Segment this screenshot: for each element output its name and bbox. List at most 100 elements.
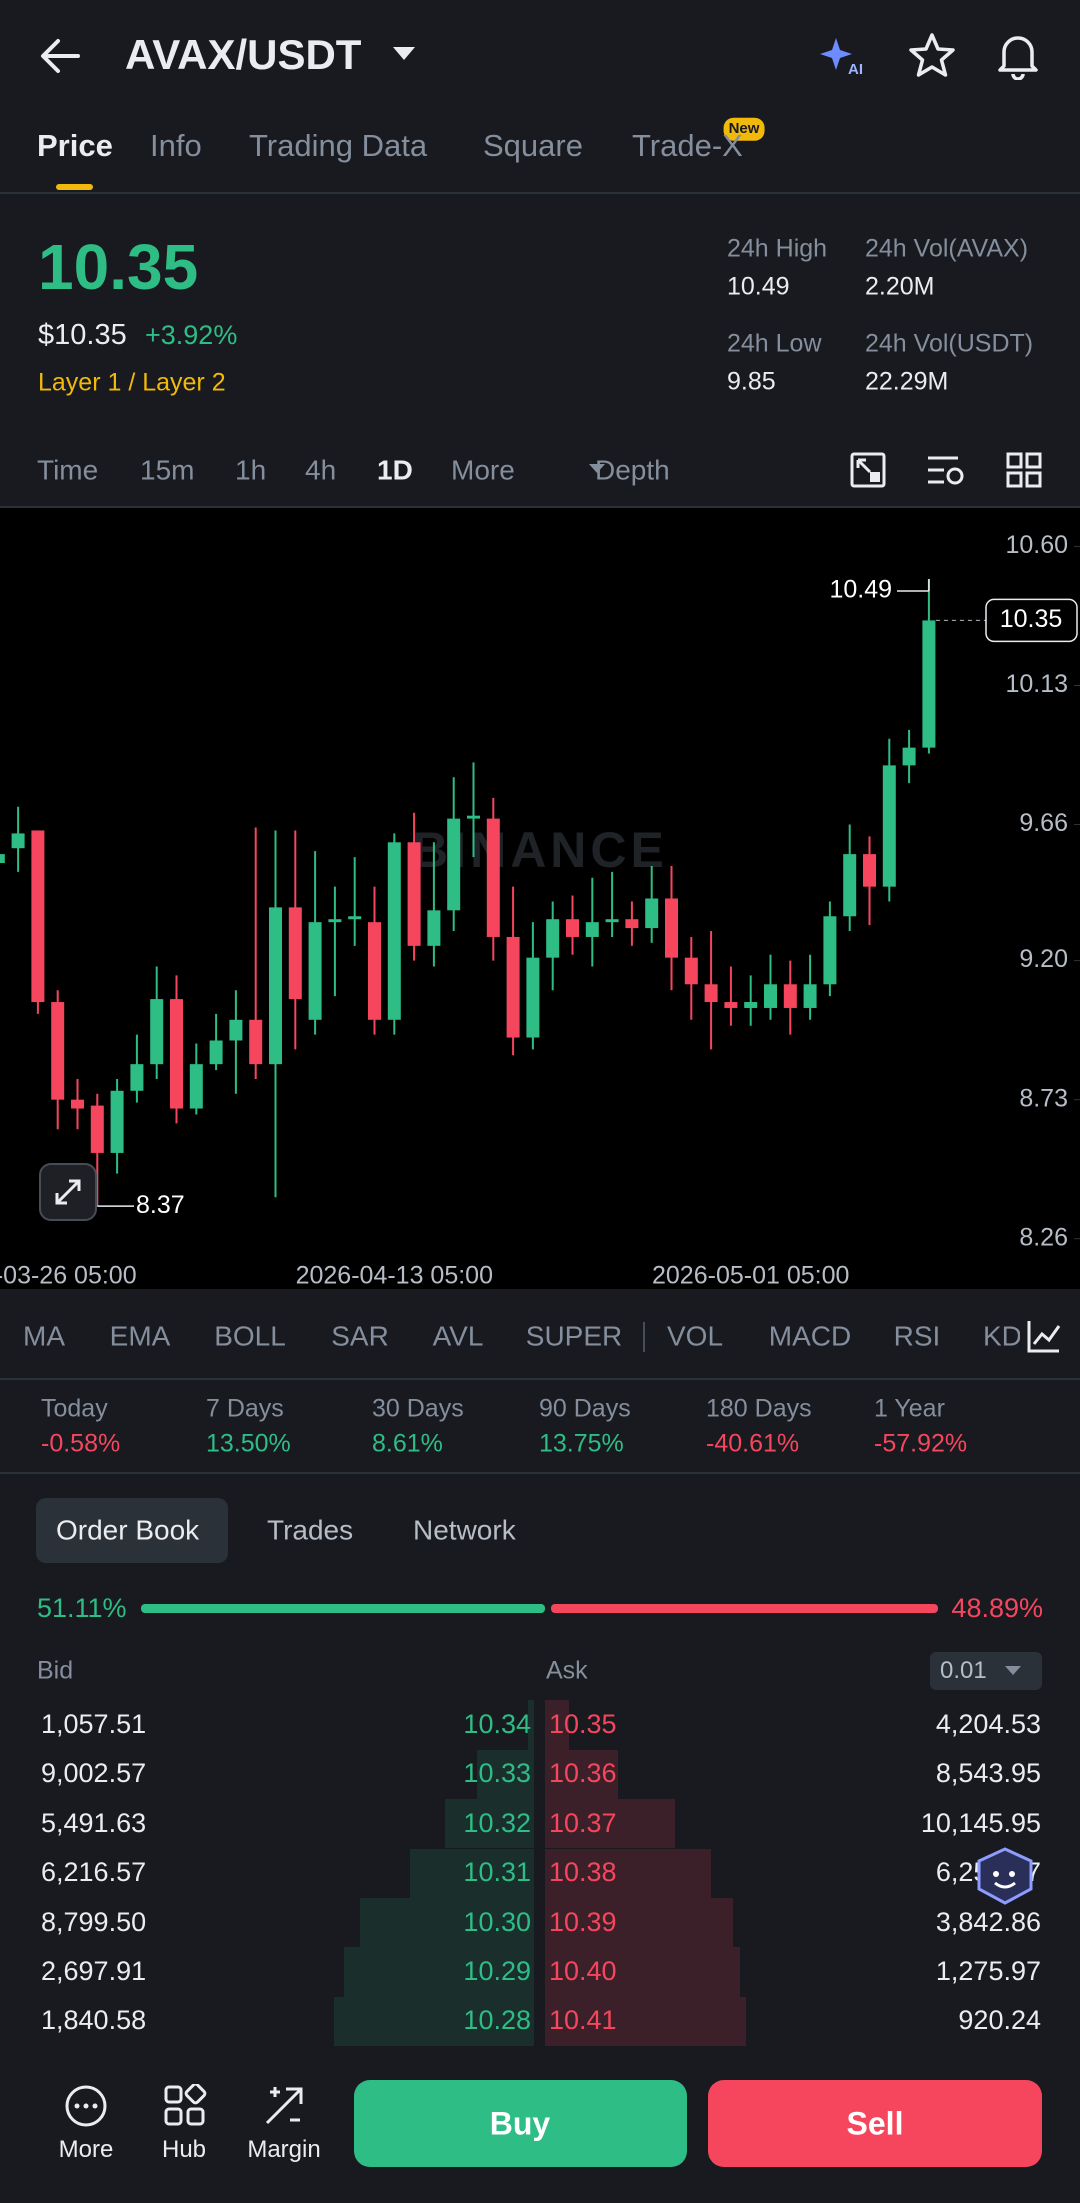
candle-body [585, 922, 599, 937]
indicator[interactable]: RSI [893, 1320, 941, 1352]
candle-body [467, 815, 480, 819]
ask-price: 10.38 [549, 1857, 617, 1888]
candle-body [526, 957, 540, 1038]
nav-label: Margin [247, 2135, 321, 2163]
assistant-bubble[interactable] [974, 1846, 1036, 1906]
candle-body [0, 854, 5, 863]
hub-icon[interactable] [163, 2084, 207, 2128]
ai-button[interactable]: AI [818, 34, 866, 78]
expand-button[interactable] [39, 1163, 97, 1221]
divider [0, 1378, 1080, 1380]
favorite-button[interactable] [908, 32, 956, 78]
bid-ratio-bar [141, 1604, 546, 1613]
ask-qty: 8,543.95 [935, 1758, 1041, 1789]
nav-label: More [58, 2135, 114, 2163]
divider [0, 1472, 1080, 1474]
bid-price: 10.29 [463, 1956, 531, 1987]
candlestick-chart[interactable]: BINANCE10.6010.139.669.208.738.262026-03… [0, 508, 1080, 1289]
perf-label: 1 Year [874, 1394, 945, 1423]
last-price: 10.35 [38, 230, 199, 303]
y-tick-label: 8.26 [1019, 1223, 1068, 1251]
more-dropdown [589, 464, 605, 473]
indicator[interactable]: MACD [768, 1320, 852, 1352]
candle-body [288, 907, 302, 1000]
high-label: 10.49 [829, 576, 892, 604]
order-book-tab[interactable]: Network [413, 1514, 516, 1546]
tab[interactable]: Trade-X [632, 127, 743, 163]
candle-body [229, 1019, 243, 1041]
candle-body [684, 957, 698, 985]
order-book-tab[interactable]: Trades [267, 1514, 354, 1546]
bid-qty: 9,002.57 [41, 1758, 147, 1789]
pair-title[interactable]: AVAX/USDT [125, 30, 362, 78]
perf-value: 13.75% [539, 1429, 624, 1458]
interval[interactable]: Depth [595, 454, 670, 486]
ask-price: 10.39 [549, 1906, 617, 1937]
indicator[interactable]: VOL [666, 1320, 724, 1352]
ask-qty: 920.24 [958, 2005, 1041, 2036]
x-tick-label: 2026-03-26 05:00 [0, 1262, 137, 1289]
back-button[interactable] [38, 36, 84, 76]
candle-body [447, 818, 461, 911]
bid-depth [359, 1897, 534, 1948]
candle-body [249, 1019, 263, 1065]
last-price-tag [985, 598, 1078, 643]
nav-label: Hub [161, 2135, 207, 2163]
candle-body [150, 999, 164, 1065]
margin-icon[interactable] [262, 2084, 306, 2128]
tab[interactable]: Square [483, 127, 583, 163]
interval[interactable]: Time [37, 454, 99, 486]
ask-depth [545, 1749, 618, 1800]
indicator[interactable]: SUPER [525, 1320, 623, 1352]
indicator[interactable]: BOLL [214, 1320, 286, 1352]
candle-body [90, 1105, 104, 1153]
bid-price: 10.32 [463, 1807, 531, 1838]
ask-qty: 1,275.97 [935, 1956, 1041, 1987]
tab[interactable]: Price [37, 127, 113, 163]
ask-ratio-bar [551, 1604, 938, 1613]
interval[interactable]: More [451, 454, 515, 486]
alert-button[interactable] [996, 30, 1040, 80]
pair-dropdown[interactable] [392, 46, 416, 62]
order-book-tab[interactable]: Order Book [56, 1514, 200, 1546]
interval[interactable]: 15m [140, 454, 195, 486]
candle-body [71, 1099, 84, 1109]
tab[interactable]: Info [150, 127, 202, 163]
bid-price: 10.33 [463, 1758, 531, 1789]
buy-button[interactable] [354, 2080, 687, 2167]
bid-qty: 8,799.50 [41, 1906, 147, 1937]
candle-body [724, 1002, 738, 1008]
layout-icon[interactable] [1006, 452, 1042, 488]
bid-price: 10.30 [463, 1906, 531, 1937]
candle-body [645, 898, 659, 929]
sell-button[interactable] [708, 2080, 1042, 2167]
ask-ratio: 48.89% [951, 1593, 1043, 1624]
sector-tags[interactable]: Layer 1 / Layer 2 [38, 368, 226, 397]
bid-price: 10.31 [463, 1857, 531, 1888]
bid-qty: 1,057.51 [41, 1709, 147, 1740]
chart-settings-icon[interactable] [926, 452, 966, 488]
indicator[interactable]: AVL [432, 1320, 484, 1352]
interval[interactable]: 1D [377, 454, 413, 486]
candle-body [348, 916, 362, 920]
bid-depth [333, 1996, 534, 2047]
interval[interactable]: 1h [235, 454, 267, 486]
indicator[interactable]: MA [23, 1320, 65, 1352]
candle-body [566, 919, 579, 937]
y-tick-label: 10.13 [1005, 670, 1068, 698]
candle-body [486, 818, 500, 937]
ask-depth [545, 1700, 569, 1750]
indicator[interactable]: SAR [331, 1320, 389, 1352]
ask-header: Ask [546, 1656, 588, 1685]
indicator-settings[interactable] [1026, 1318, 1062, 1354]
chart-mode-icon[interactable] [850, 452, 886, 488]
tab[interactable]: Trading Data [249, 127, 428, 163]
last-price-label: 10.35 [1000, 605, 1063, 633]
precision-select[interactable] [930, 1652, 1042, 1690]
interval[interactable]: 4h [305, 454, 337, 486]
indicator[interactable]: EMA [109, 1320, 171, 1352]
x-tick-label: 2026-04-13 05:00 [296, 1262, 493, 1289]
more-icon[interactable] [64, 2084, 108, 2128]
stat-value: 22.29M [865, 367, 949, 396]
